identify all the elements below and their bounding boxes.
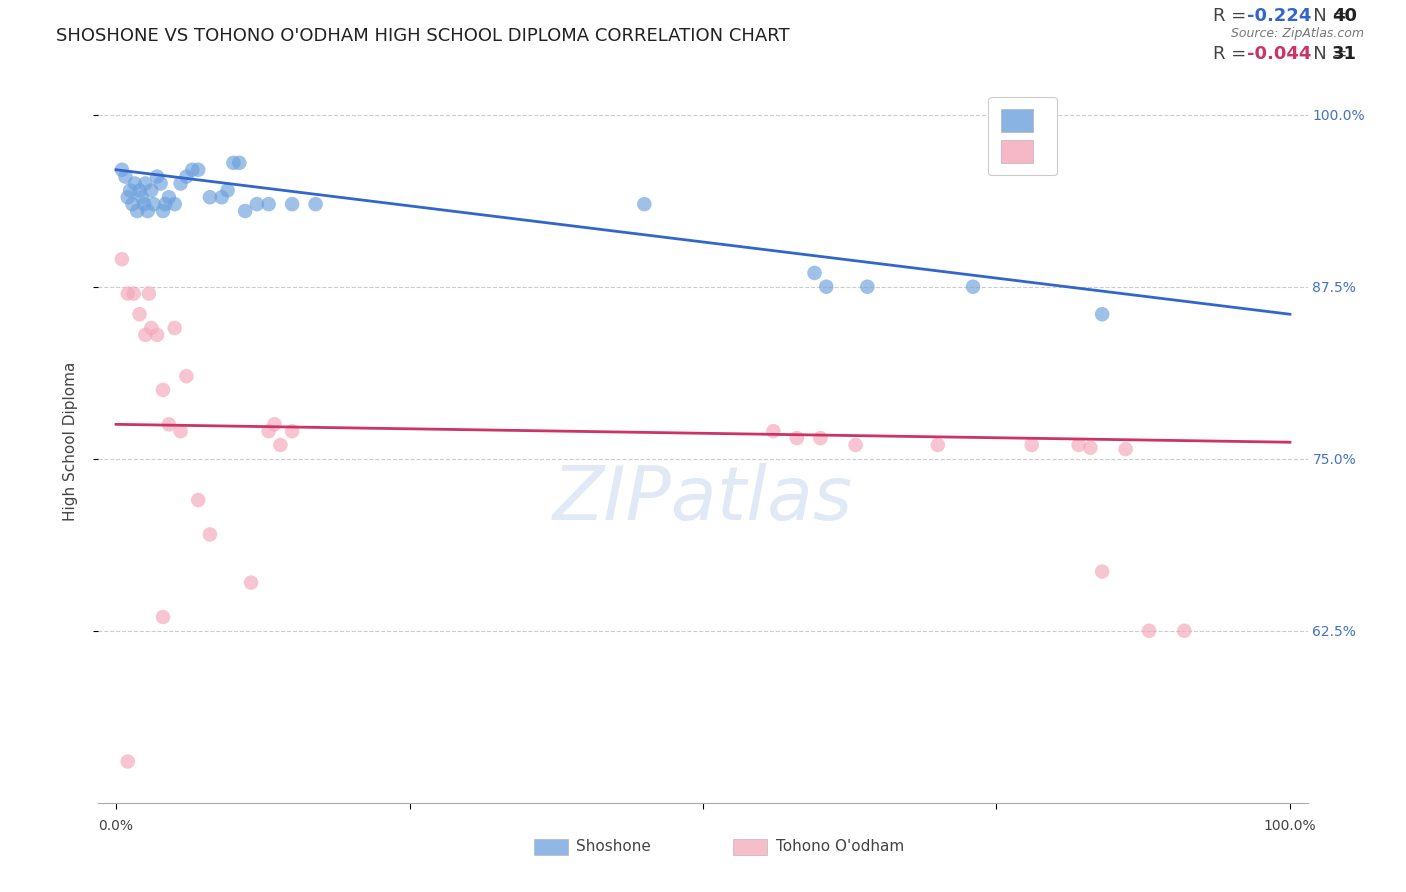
Point bbox=[233, 204, 256, 219]
Point bbox=[187, 162, 209, 177]
Point bbox=[155, 197, 177, 211]
Point bbox=[856, 279, 879, 293]
Point bbox=[134, 327, 156, 342]
Point bbox=[1091, 565, 1114, 579]
Point bbox=[127, 204, 149, 219]
Point bbox=[803, 266, 825, 280]
Point bbox=[269, 438, 291, 452]
Point bbox=[304, 197, 326, 211]
Point bbox=[141, 183, 163, 197]
Point bbox=[152, 383, 174, 397]
Point bbox=[157, 190, 180, 204]
Point bbox=[1091, 307, 1114, 321]
Point bbox=[927, 438, 949, 452]
Y-axis label: High School Diploma: High School Diploma bbox=[63, 362, 77, 521]
Point bbox=[1173, 624, 1195, 638]
Bar bbox=[534, 838, 568, 855]
Point bbox=[1137, 624, 1160, 638]
Point bbox=[152, 204, 174, 219]
Point bbox=[962, 279, 984, 293]
Point bbox=[217, 183, 239, 197]
Point bbox=[146, 327, 169, 342]
Point bbox=[146, 169, 169, 184]
Point bbox=[281, 197, 304, 211]
Point bbox=[240, 575, 263, 590]
Point bbox=[1021, 438, 1043, 452]
Text: ZIPatlas: ZIPatlas bbox=[553, 463, 853, 535]
Bar bbox=[734, 838, 768, 855]
Point bbox=[117, 755, 139, 769]
Text: SHOSHONE VS TOHONO O'ODHAM HIGH SCHOOL DIPLOMA CORRELATION CHART: SHOSHONE VS TOHONO O'ODHAM HIGH SCHOOL D… bbox=[56, 27, 790, 45]
Text: Shoshone: Shoshone bbox=[576, 839, 651, 855]
Text: R =: R = bbox=[1213, 45, 1253, 63]
Point bbox=[120, 183, 142, 197]
Point bbox=[263, 417, 285, 432]
Point bbox=[122, 286, 145, 301]
Point bbox=[815, 279, 838, 293]
Text: 40: 40 bbox=[1331, 7, 1357, 25]
Point bbox=[141, 321, 163, 335]
Point bbox=[786, 431, 808, 445]
Point bbox=[211, 190, 233, 204]
Point bbox=[163, 321, 186, 335]
Point bbox=[124, 177, 146, 191]
Point bbox=[176, 369, 198, 384]
Point bbox=[117, 286, 139, 301]
Point bbox=[142, 197, 165, 211]
Point bbox=[138, 286, 160, 301]
Point bbox=[176, 169, 198, 184]
Point bbox=[198, 190, 221, 204]
Text: 0.0%: 0.0% bbox=[98, 820, 134, 833]
Point bbox=[181, 162, 204, 177]
Point bbox=[131, 190, 153, 204]
Point bbox=[134, 177, 156, 191]
Point bbox=[111, 252, 134, 267]
Text: 100.0%: 100.0% bbox=[1264, 820, 1316, 833]
Point bbox=[222, 156, 245, 170]
Point bbox=[114, 169, 136, 184]
Point bbox=[198, 527, 221, 541]
Legend: , : , bbox=[988, 96, 1057, 176]
Text: -0.224: -0.224 bbox=[1247, 7, 1312, 25]
Point bbox=[762, 424, 785, 438]
Text: N =: N = bbox=[1296, 7, 1353, 25]
Point bbox=[246, 197, 269, 211]
Text: Tohono O'odham: Tohono O'odham bbox=[776, 839, 904, 855]
Text: N =: N = bbox=[1296, 45, 1353, 63]
Point bbox=[228, 156, 250, 170]
Point bbox=[808, 431, 831, 445]
Point bbox=[845, 438, 868, 452]
Point bbox=[1080, 441, 1102, 455]
Point bbox=[169, 177, 191, 191]
Point bbox=[1115, 442, 1137, 456]
Point bbox=[169, 424, 191, 438]
Point bbox=[149, 177, 172, 191]
Text: Source: ZipAtlas.com: Source: ZipAtlas.com bbox=[1230, 27, 1364, 40]
Point bbox=[187, 493, 209, 508]
Point bbox=[128, 307, 150, 321]
Point bbox=[111, 162, 134, 177]
Point bbox=[152, 610, 174, 624]
Point bbox=[257, 424, 280, 438]
Point bbox=[136, 204, 159, 219]
Text: -0.044: -0.044 bbox=[1247, 45, 1312, 63]
Point bbox=[1067, 438, 1090, 452]
Point bbox=[157, 417, 180, 432]
Point bbox=[117, 190, 139, 204]
Point bbox=[121, 197, 143, 211]
Point bbox=[257, 197, 280, 211]
Point bbox=[633, 197, 655, 211]
Point bbox=[134, 197, 156, 211]
Point bbox=[281, 424, 304, 438]
Point bbox=[163, 197, 186, 211]
Text: 31: 31 bbox=[1331, 45, 1357, 63]
Text: R =: R = bbox=[1213, 7, 1253, 25]
Point bbox=[128, 183, 150, 197]
